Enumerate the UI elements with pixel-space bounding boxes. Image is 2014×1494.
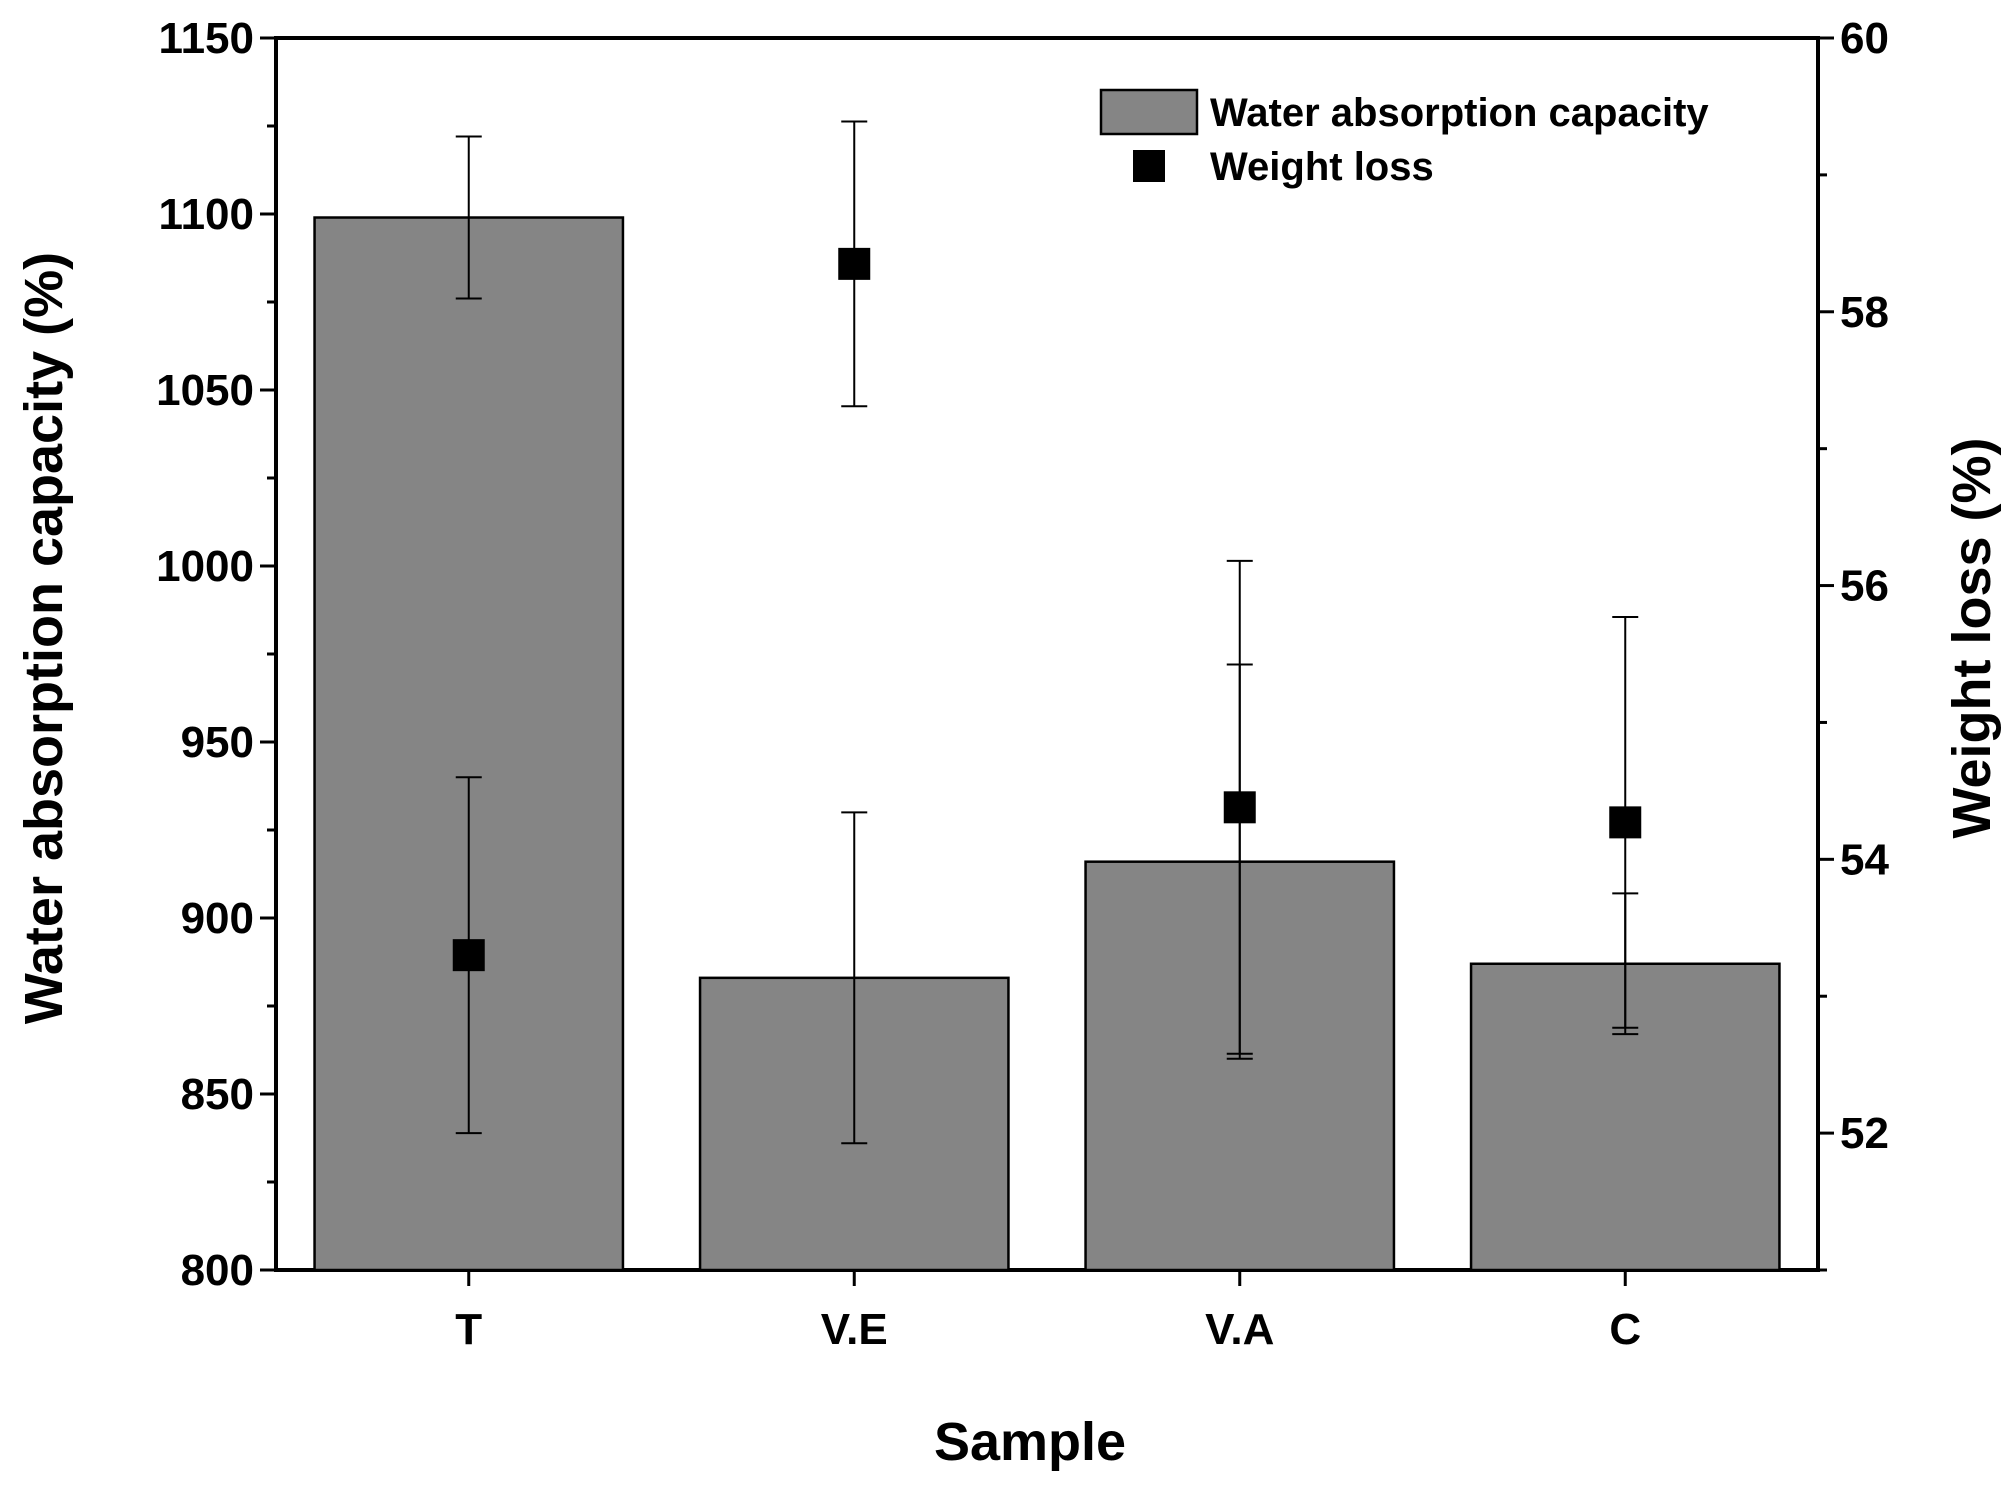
legend: Water absorption capacity Weight loss <box>1099 88 1709 189</box>
left-tick-label: 850 <box>181 1070 254 1119</box>
legend-label-water-absorption: Water absorption capacity <box>1210 91 1709 135</box>
left-tick-label: 1000 <box>156 542 254 591</box>
right-tick-label: 54 <box>1840 835 1889 884</box>
right-axis: 52 54 56 58 60 <box>1818 14 1889 1272</box>
legend-swatch-bar <box>1099 88 1199 136</box>
x-tick-label-T: T <box>455 1305 482 1354</box>
legend-label-weight-loss: Weight loss <box>1210 145 1434 189</box>
right-tick-label: 58 <box>1840 288 1889 337</box>
right-tick-label: 56 <box>1840 562 1889 611</box>
left-axis-title: Water absorption capacity (%) <box>14 252 74 1024</box>
left-tick-label: 950 <box>181 718 254 767</box>
right-tick-label: 52 <box>1840 1109 1889 1158</box>
left-tick-label: 1050 <box>156 366 254 415</box>
bars-group <box>313 216 1781 1272</box>
left-tick-label: 1150 <box>159 14 254 63</box>
left-tick-label: 900 <box>181 894 254 943</box>
left-axis: 800 850 900 950 1000 1050 1100 1150 <box>156 14 276 1295</box>
right-tick-label: 60 <box>1840 14 1889 63</box>
point-error-bars <box>455 120 1639 1135</box>
bar-error-bars <box>455 135 1639 1145</box>
x-tick-label-C: C <box>1609 1305 1641 1354</box>
x-tick-label-V.E: V.E <box>821 1305 888 1354</box>
legend-swatch-square <box>1133 150 1165 182</box>
right-axis-title: Weight loss (%) <box>1942 437 2002 838</box>
x-axis-title: Sample <box>934 1412 1126 1472</box>
points-group <box>452 247 1642 972</box>
x-axis: T V.E V.A C <box>455 1270 1641 1354</box>
x-tick-label-V.A: V.A <box>1205 1305 1274 1354</box>
left-tick-label: 800 <box>181 1246 254 1295</box>
left-tick-label: 1100 <box>159 190 254 239</box>
